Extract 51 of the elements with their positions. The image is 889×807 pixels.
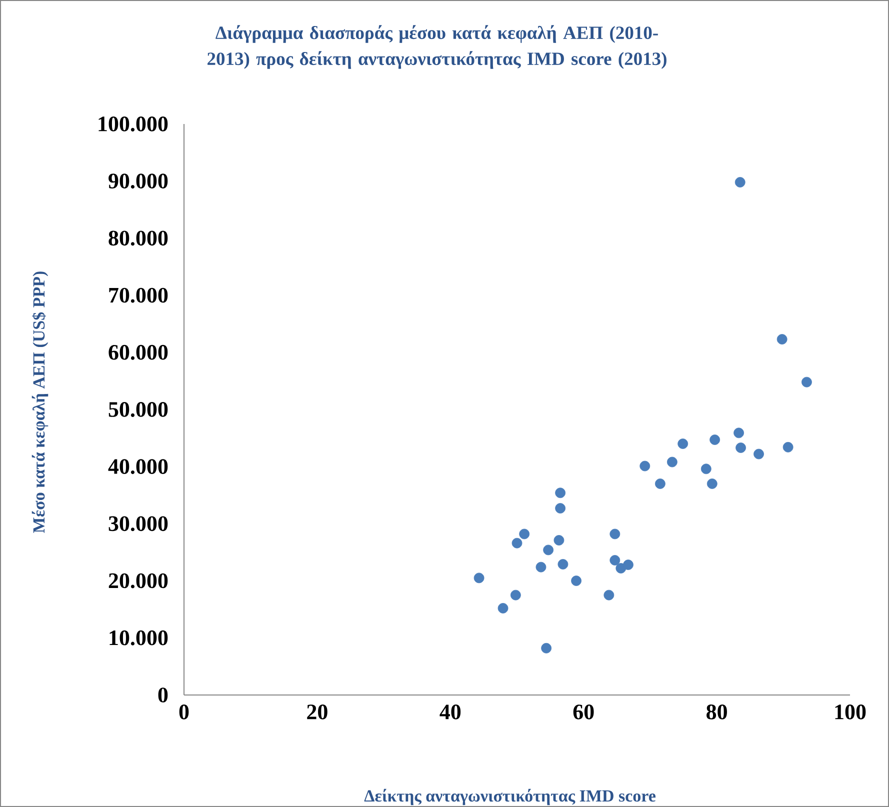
point: [754, 448, 764, 460]
point: [555, 503, 566, 514]
x-tick-label: 100: [835, 704, 866, 720]
y-tick-label: 100.000: [98, 116, 168, 132]
point: [512, 538, 522, 548]
point: [555, 488, 566, 498]
point: [498, 603, 508, 614]
y-tick-label: 50.000: [108, 402, 168, 417]
point: [558, 559, 568, 570]
x-tick-label: 80: [706, 704, 727, 720]
x-tick-label: 40: [440, 704, 461, 720]
y-tick-label: 80.000: [108, 230, 168, 246]
point: [802, 376, 812, 388]
point: [706, 478, 718, 489]
point: [734, 177, 746, 188]
point: [541, 642, 552, 654]
point: [510, 590, 521, 600]
point: [640, 460, 650, 472]
y-tick-label: 60.000: [108, 344, 168, 360]
x-tick-label: 20: [307, 704, 328, 720]
y-axis-title: Μέσο κατά κεφαλή ΑΕΠ (US$ PPP): [32, 272, 48, 533]
y-tick-label: 40.000: [108, 459, 168, 474]
point: [610, 528, 620, 540]
y-tick-label: 70.000: [109, 288, 168, 303]
point: [782, 442, 794, 452]
chart-title: Διάγραμμα διασποράς μέσου κατά κεφαλή ΑΕΠ (2010-2013) προς δείκτη ανταγωνιστικότητας IMD score (2013): [208, 25, 666, 69]
point: [734, 428, 744, 438]
point: [519, 528, 530, 540]
point: [700, 464, 712, 474]
point: [554, 535, 564, 546]
point: [571, 576, 582, 586]
point: [610, 555, 620, 566]
point: [623, 560, 634, 570]
y-tick-label: 90.000: [108, 174, 168, 189]
x-tick-label: 0: [179, 704, 189, 720]
point: [543, 544, 554, 556]
point: [710, 434, 720, 445]
y-tick-label: 30.000: [108, 516, 168, 532]
point: [776, 334, 788, 344]
point: [474, 572, 484, 584]
point: [604, 590, 614, 600]
point: [536, 562, 546, 572]
point: [736, 442, 746, 453]
point: [654, 478, 666, 489]
y-tick-label: 20.000: [108, 573, 168, 588]
x-tick-label: 60: [573, 704, 594, 720]
point: [678, 438, 688, 449]
x-axis-title: Δείκτης ανταγωνιστικότητας IMD score: [364, 788, 656, 806]
y-tick-label: 0: [158, 688, 168, 702]
y-tick-label: 10.000: [110, 630, 168, 646]
point: [666, 456, 678, 468]
